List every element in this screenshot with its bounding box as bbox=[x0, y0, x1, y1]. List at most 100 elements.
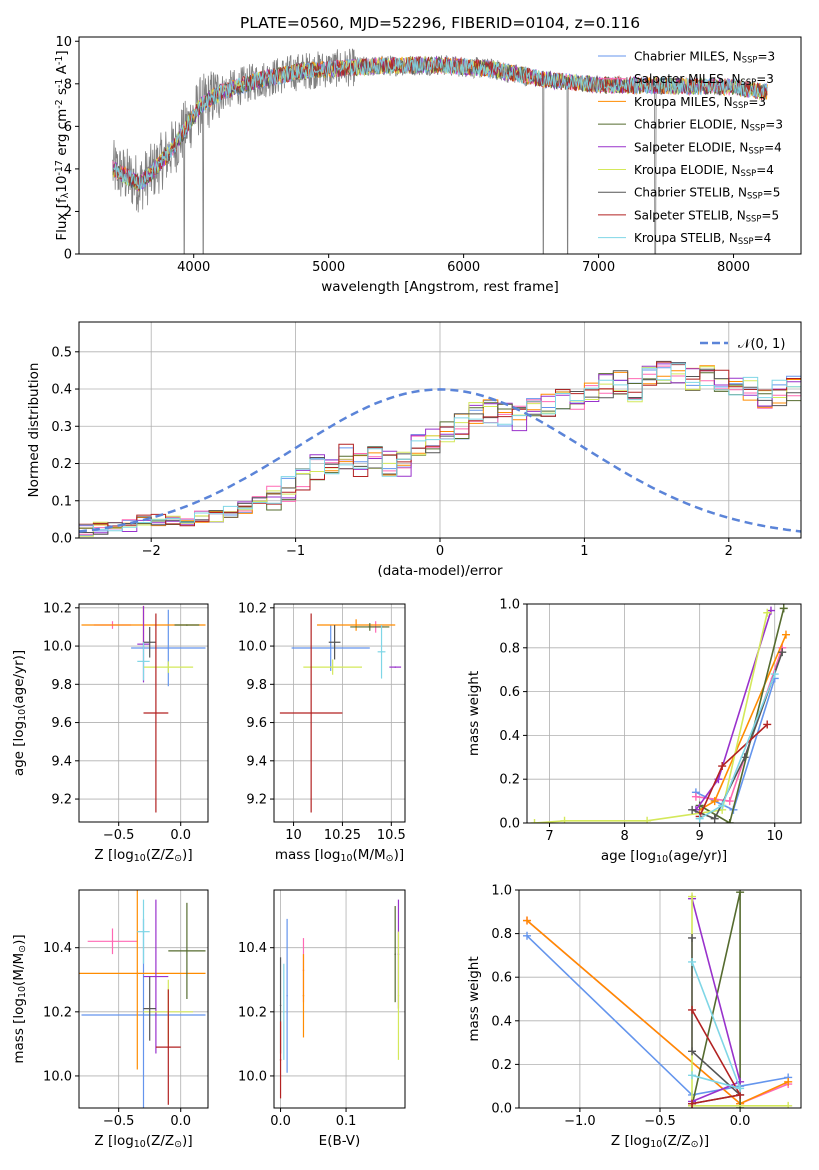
series-marker bbox=[718, 762, 727, 771]
series-marker bbox=[643, 816, 652, 823]
panel-spectrum: 4000 5000 6000 7000 8000 0 2 4 6 8 10 wavelength [A… bbox=[54, 14, 802, 295]
chart-title: PLATE=0560, MJD=52296, FIBERID=0104, z=0… bbox=[240, 14, 640, 32]
y-tick-label: 0.2 bbox=[51, 457, 72, 472]
series-marker bbox=[736, 1084, 745, 1093]
x-tick-label: 5000 bbox=[312, 260, 345, 275]
residual-histogram bbox=[79, 361, 801, 527]
series-marker bbox=[781, 630, 790, 639]
legend-label: Salpeter MILES, NSSP=3 bbox=[634, 72, 774, 87]
data-point bbox=[394, 953, 396, 955]
plot-area bbox=[530, 604, 790, 823]
x-tick-label: 0.0 bbox=[730, 1114, 751, 1129]
series-marker bbox=[770, 670, 779, 679]
y-tick-label: 10.4 bbox=[43, 941, 72, 956]
plot-area bbox=[81, 605, 206, 813]
series-line bbox=[526, 935, 789, 1096]
y-axis-label: age [log10(age/yr)] bbox=[11, 650, 28, 776]
normal-curve-line bbox=[79, 388, 801, 533]
series-line bbox=[698, 723, 768, 817]
gridlines bbox=[79, 604, 208, 822]
y-tick-label: 9.8 bbox=[51, 678, 72, 693]
series-marker bbox=[784, 1077, 793, 1086]
data-point bbox=[397, 994, 400, 997]
gridlines bbox=[519, 889, 801, 1109]
y-axis-label: Flux [fλ10-17 erg cm-2 s-1 A-1] bbox=[54, 50, 71, 240]
series-line bbox=[695, 678, 776, 812]
data-point bbox=[186, 624, 188, 626]
data-point bbox=[369, 626, 371, 628]
x-axis-label: wavelength [Angstrom, rest frame] bbox=[321, 279, 559, 295]
data-point bbox=[279, 1059, 282, 1061]
data-point bbox=[142, 930, 145, 933]
x-tick-label: 10.25 bbox=[324, 828, 361, 843]
data-point bbox=[148, 641, 151, 644]
series-line bbox=[699, 608, 785, 823]
legend-label: Kroupa MILES, NSSP=3 bbox=[634, 95, 766, 110]
x-tick-label: 10 bbox=[766, 829, 783, 844]
y-tick-label: 0.2 bbox=[491, 1058, 512, 1073]
legend-label: Chabrier ELODIE, NSSP=3 bbox=[634, 118, 783, 133]
legend-label: 𝒩(0, 1) bbox=[738, 337, 785, 352]
x-tick-label: −2 bbox=[142, 544, 161, 559]
series-marker bbox=[763, 608, 772, 617]
x-tick-label: 8 bbox=[620, 829, 628, 844]
data-point bbox=[331, 666, 334, 668]
data-point bbox=[355, 624, 357, 626]
x-tick-label: 4000 bbox=[177, 260, 210, 275]
y-tick-label: 0.4 bbox=[499, 729, 520, 744]
x-tick-label: −0.5 bbox=[103, 828, 135, 843]
y-axis-label: mass weight bbox=[466, 671, 482, 756]
axes-frame bbox=[78, 603, 209, 823]
data-point bbox=[279, 1004, 282, 1007]
series-marker bbox=[560, 816, 569, 823]
x-axis-label: mass [log10(M/M⊙)] bbox=[275, 847, 404, 864]
x-axis-label: E(B-V) bbox=[319, 1133, 361, 1149]
plot-area bbox=[79, 360, 801, 537]
x-axis-label: (data-model)/error bbox=[377, 563, 503, 579]
y-tick-label: 9.6 bbox=[51, 716, 72, 731]
series-marker bbox=[695, 814, 704, 823]
series-marker bbox=[718, 801, 727, 810]
series-marker bbox=[523, 931, 532, 940]
series-marker bbox=[725, 797, 734, 806]
series-line bbox=[526, 919, 789, 1105]
series-marker bbox=[763, 720, 772, 729]
x-tick-label: −0.5 bbox=[644, 1114, 676, 1129]
x-tick-label: 7000 bbox=[582, 260, 615, 275]
y-tick-label: 6 bbox=[64, 120, 72, 135]
y-tick-label: 10.2 bbox=[238, 1005, 267, 1020]
y-tick-label: 0.0 bbox=[51, 532, 72, 547]
y-tick-label: 4 bbox=[64, 162, 72, 177]
data-point bbox=[167, 647, 170, 649]
x-axis-label: Z [log10(Z/Z⊙)] bbox=[94, 847, 192, 864]
x-tick-label: 6000 bbox=[447, 260, 480, 275]
y-tick-label: 10.0 bbox=[238, 640, 267, 655]
y-tick-label: 10.0 bbox=[43, 640, 72, 655]
residual-histogram bbox=[79, 365, 801, 535]
series-marker bbox=[688, 805, 697, 814]
x-tick-label: 7 bbox=[545, 829, 553, 844]
y-tick-label: 0.5 bbox=[51, 345, 72, 360]
series-marker bbox=[688, 1047, 697, 1056]
residual-histogram bbox=[79, 360, 801, 535]
residual-histogram bbox=[79, 365, 801, 529]
y-tick-label: 0.3 bbox=[51, 420, 72, 435]
legend-label: Kroupa ELODIE, NSSP=4 bbox=[634, 163, 774, 178]
data-point bbox=[329, 647, 332, 649]
plot-area bbox=[79, 890, 206, 1108]
y-tick-label: 0 bbox=[64, 248, 72, 263]
y-tick-label: 0.4 bbox=[51, 383, 72, 398]
y-tick-label: 0.2 bbox=[499, 773, 520, 788]
y-axis-label: Normed distribution bbox=[26, 363, 42, 498]
panel-mass-vs-EBV: 0.0 0.1 10.0 10.2 10.4 E(B-V) bbox=[238, 889, 406, 1149]
series-marker bbox=[688, 1005, 697, 1014]
data-point bbox=[380, 651, 383, 653]
y-tick-label: 8 bbox=[64, 77, 72, 92]
x-tick-label: 8000 bbox=[717, 260, 750, 275]
data-point bbox=[155, 712, 157, 714]
gridlines bbox=[274, 604, 405, 822]
y-tick-label: 10.0 bbox=[43, 1069, 72, 1084]
legend-label: Chabrier STELIB, NSSP=5 bbox=[634, 186, 780, 201]
series-marker bbox=[736, 890, 745, 897]
